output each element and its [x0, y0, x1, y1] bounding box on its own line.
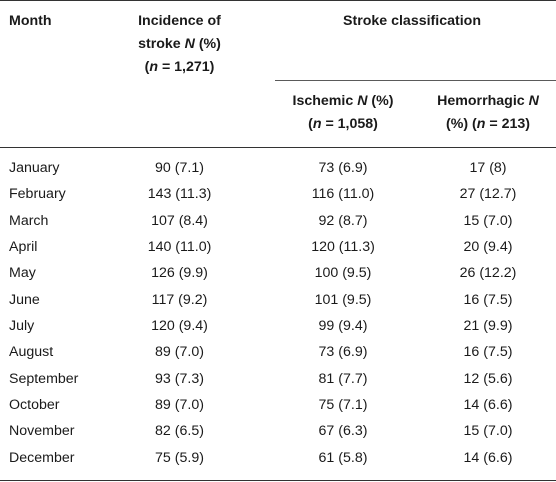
cell-month: March [9, 213, 49, 229]
header-ischemic-line2: (n = 1,058) [308, 116, 378, 132]
header-month: Month [9, 13, 52, 29]
cell-ischemic: 99 (9.4) [318, 318, 368, 334]
cell-ischemic: 75 (7.1) [318, 397, 368, 413]
cell-hemorrhagic: 14 (6.6) [463, 397, 513, 413]
cell-incidence: 89 (7.0) [155, 344, 204, 360]
cell-hemorrhagic: 17 (8) [469, 160, 507, 176]
cell-hemorrhagic: 15 (7.0) [463, 423, 513, 439]
cell-month: August [9, 344, 54, 360]
header-stroke-classification: Stroke classification [343, 13, 481, 29]
table-top-rule [0, 0, 556, 1]
cell-ischemic: 67 (6.3) [318, 423, 368, 439]
header-hemorrhagic: Hemorrhagic N (%) (n = 213) [420, 90, 556, 136]
cell-incidence: 75 (5.9) [155, 450, 204, 466]
cell-month: January [9, 160, 60, 176]
cell-incidence: 107 (8.4) [151, 213, 208, 229]
cell-hemorrhagic: 12 (5.6) [463, 371, 513, 387]
header-incidence-line2: stroke N (%) [138, 36, 221, 52]
cell-ischemic: 92 (8.7) [318, 213, 368, 229]
cell-month: June [9, 292, 40, 308]
cell-hemorrhagic: 21 (9.9) [463, 318, 513, 334]
cell-incidence: 117 (9.2) [151, 292, 208, 308]
cell-month: April [9, 239, 38, 255]
cell-month: September [9, 371, 79, 387]
header-ischemic: Ischemic N (%) (n = 1,058) [276, 90, 410, 136]
cell-incidence: 126 (9.9) [151, 265, 208, 281]
cell-month: November [9, 423, 75, 439]
cell-incidence: 82 (6.5) [155, 423, 204, 439]
cell-hemorrhagic: 26 (12.2) [459, 265, 517, 281]
cell-incidence: 140 (11.0) [147, 239, 212, 255]
cell-month: February [9, 186, 66, 202]
header-incidence: Incidence of stroke N (%) (n = 1,271) [112, 10, 247, 79]
table-bottom-rule [0, 480, 556, 481]
header-bottom-rule [0, 147, 556, 148]
cell-hemorrhagic: 16 (7.5) [463, 344, 513, 360]
header-incidence-line3: (n = 1,271) [144, 59, 215, 75]
header-ischemic-line1: Ischemic N (%) [292, 93, 394, 109]
cell-ischemic: 116 (11.0) [311, 186, 375, 202]
cell-month: October [9, 397, 60, 413]
cell-incidence: 143 (11.3) [147, 186, 212, 202]
cell-month: July [9, 318, 35, 334]
header-incidence-line1: Incidence of [138, 13, 221, 29]
cell-ischemic: 100 (9.5) [314, 265, 372, 281]
cell-ischemic: 81 (7.7) [318, 371, 368, 387]
cell-incidence: 120 (9.4) [151, 318, 208, 334]
cell-hemorrhagic: 27 (12.7) [459, 186, 517, 202]
cell-ischemic: 120 (11.3) [311, 239, 375, 255]
cell-hemorrhagic: 14 (6.6) [463, 450, 513, 466]
cell-month: May [9, 265, 36, 281]
cell-hemorrhagic: 15 (7.0) [463, 213, 513, 229]
cell-ischemic: 101 (9.5) [314, 292, 372, 308]
cell-month: December [9, 450, 75, 466]
cell-incidence: 89 (7.0) [155, 397, 204, 413]
cell-hemorrhagic: 16 (7.5) [463, 292, 513, 308]
spanner-rule [275, 80, 556, 81]
cell-incidence: 93 (7.3) [155, 371, 204, 387]
cell-ischemic: 61 (5.8) [318, 450, 368, 466]
header-hemorrhagic-line1: Hemorrhagic N [437, 93, 539, 109]
cell-ischemic: 73 (6.9) [318, 344, 368, 360]
header-hemorrhagic-line2: (%) (n = 213) [446, 116, 530, 132]
cell-hemorrhagic: 20 (9.4) [463, 239, 513, 255]
cell-incidence: 90 (7.1) [155, 160, 204, 176]
cell-ischemic: 73 (6.9) [318, 160, 368, 176]
